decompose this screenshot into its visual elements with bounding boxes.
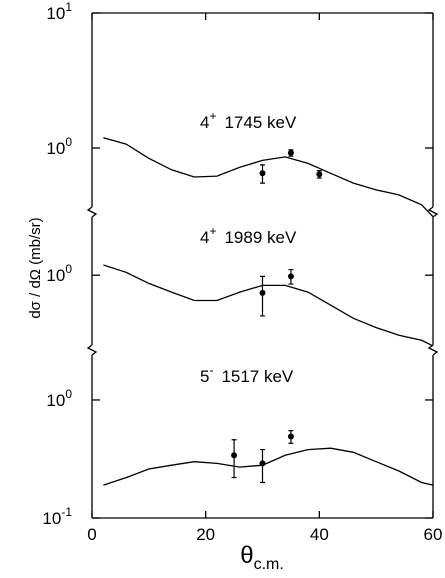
panel-label: 5- 1517 keV	[200, 363, 294, 386]
data-point	[316, 171, 323, 178]
x-tick-label: 40	[310, 525, 329, 544]
error-bar	[231, 439, 237, 479]
y-tick-base: 10	[46, 4, 65, 23]
data-point	[231, 452, 238, 459]
data-point	[287, 149, 294, 156]
parity: +	[209, 224, 216, 238]
error-bar	[260, 275, 265, 317]
y-tick-base: 10	[46, 391, 65, 410]
x-tick-label: 60	[424, 525, 443, 544]
axis-break	[427, 206, 439, 218]
y-tick-exponent: 0	[65, 387, 72, 401]
axis-break	[86, 344, 98, 356]
data-point	[287, 433, 294, 440]
curve	[103, 264, 434, 347]
y-tick-base: 10	[46, 139, 65, 158]
curve	[103, 447, 434, 486]
energy: 1517 keV	[221, 367, 293, 386]
axis-break	[86, 206, 98, 218]
x-label-symbol: θ	[240, 542, 253, 569]
y-axis-label: dσ / dΩ (mb/sr)	[27, 217, 44, 318]
y-tick-label: 10-1	[42, 505, 72, 528]
data-point	[259, 460, 266, 467]
y-tick-base: 10	[42, 509, 61, 528]
y-tick-label: 100	[46, 262, 72, 285]
y-tick-exponent: 1	[65, 0, 72, 14]
y-tick-exponent: 0	[65, 135, 72, 149]
energy: 1745 keV	[224, 113, 296, 132]
data-point	[287, 273, 294, 280]
y-tick-exponent: -1	[61, 505, 72, 519]
y-tick-label: 100	[46, 135, 72, 158]
panel-label: 4+ 1745 keV	[200, 109, 297, 132]
y-tick-label: 101	[46, 0, 72, 23]
axis-break	[427, 344, 439, 356]
x-axis-label: θc.m.	[240, 542, 284, 573]
parity: -	[209, 363, 213, 377]
spin: 4	[200, 228, 209, 247]
x-label-subscript: c.m.	[254, 556, 284, 573]
y-tick-label: 100	[46, 387, 72, 410]
panel-label: 4+ 1989 keV	[200, 224, 297, 247]
curve	[103, 137, 434, 218]
spin: 4	[200, 113, 209, 132]
y-tick-base: 10	[46, 266, 65, 285]
data-point	[259, 170, 266, 177]
y-tick-exponent: 0	[65, 262, 72, 276]
x-tick-label: 0	[87, 525, 96, 544]
parity: +	[209, 109, 216, 123]
data-point	[259, 289, 266, 296]
x-tick-label: 20	[196, 525, 215, 544]
energy: 1989 keV	[224, 228, 296, 247]
spin: 5	[200, 367, 209, 386]
